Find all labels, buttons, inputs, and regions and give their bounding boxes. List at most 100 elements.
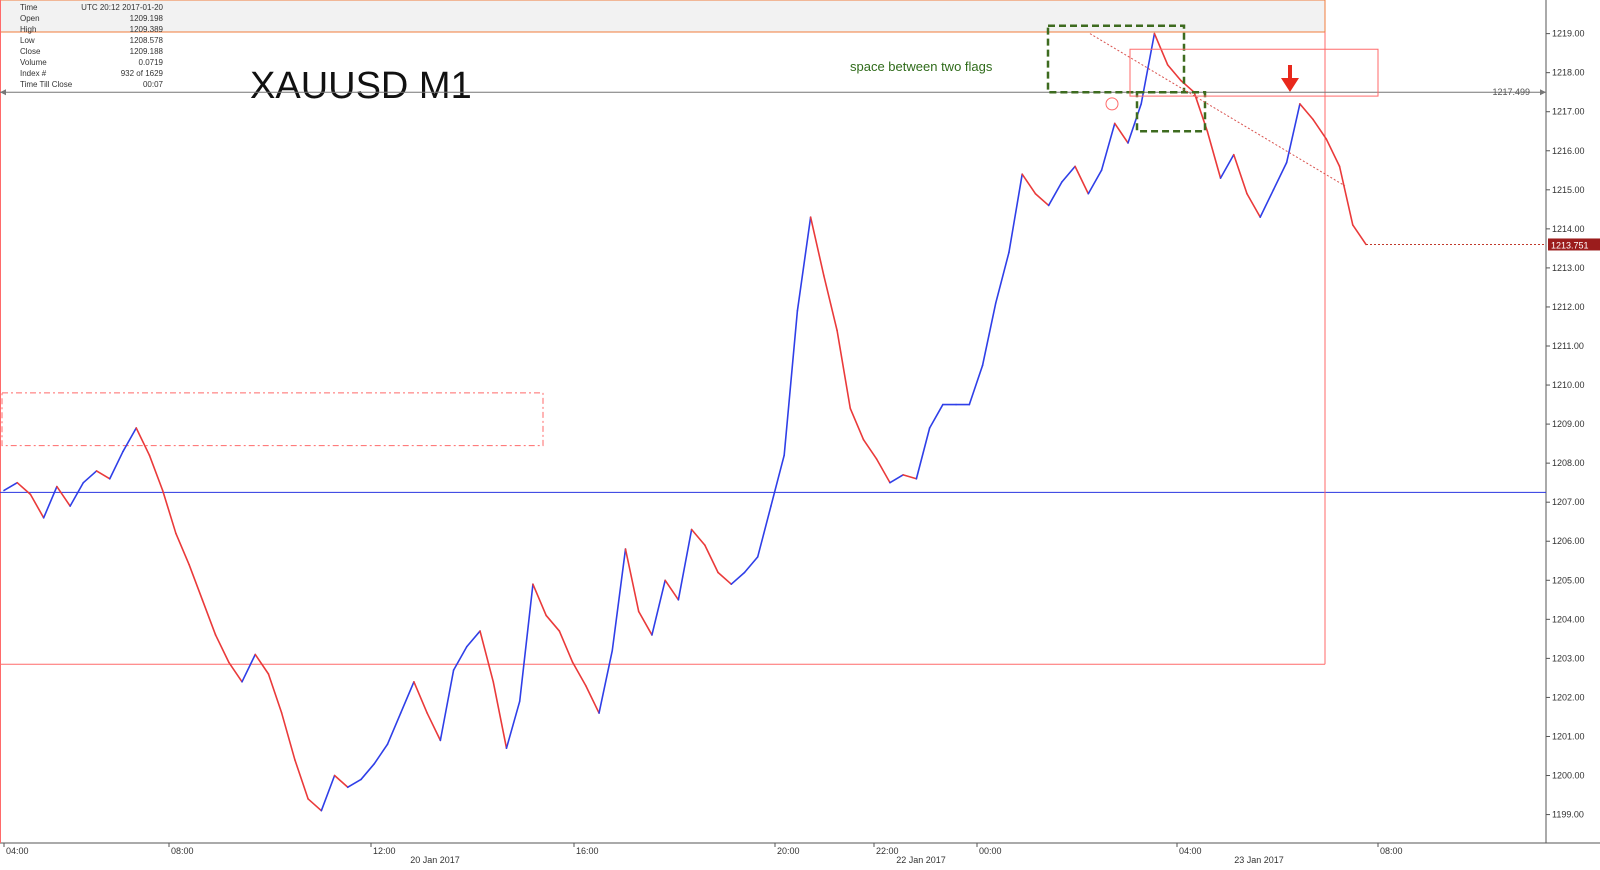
info-panel-background: [0, 0, 1326, 33]
price-segment: [148, 454, 164, 492]
price-segment: [677, 528, 693, 601]
price-segment: [981, 302, 997, 367]
annotation-layer: [1046, 24, 1379, 187]
price-segment: [426, 712, 442, 742]
price-segment: [505, 700, 521, 749]
price-segment: [598, 649, 614, 714]
price-tick-label: 1206.00: [1552, 536, 1585, 546]
price-segment: [756, 505, 772, 558]
price-segment: [1272, 161, 1288, 191]
price-tick-label: 1214.00: [1552, 224, 1585, 234]
price-segment: [1074, 165, 1090, 195]
info-label: Low: [20, 36, 35, 45]
price-segment: [479, 630, 495, 683]
price-segment: [254, 653, 270, 675]
info-label: High: [20, 25, 36, 34]
price-segment: [188, 563, 204, 601]
price-tick-label: 1207.00: [1552, 497, 1585, 507]
price-segment: [1061, 165, 1076, 183]
price-segment: [1325, 138, 1341, 168]
price-segment: [201, 599, 217, 636]
price-tick-label: 1210.00: [1552, 380, 1585, 390]
price-segment: [849, 407, 865, 441]
descending-trendline: [1089, 33, 1346, 187]
price-segment: [3, 481, 19, 492]
price-segment: [690, 528, 706, 546]
price-segment: [862, 438, 878, 461]
price-segment: [836, 329, 852, 410]
price-segment: [902, 474, 918, 480]
price-tick-label: 1213.00: [1552, 263, 1585, 273]
time-tick-label: 16:00: [576, 846, 599, 856]
price-segment: [175, 532, 190, 566]
horizontal-line-left-arrow: [0, 89, 6, 96]
price-segment: [56, 485, 71, 507]
price-segment: [928, 403, 944, 429]
price-segment: [651, 579, 666, 636]
time-tick-label: 20:00: [777, 846, 800, 856]
price-segment: [320, 774, 336, 812]
price-tick-label: 1209.00: [1552, 419, 1585, 429]
info-value: 00:07: [143, 80, 164, 89]
price-segment: [42, 485, 58, 519]
price-segment: [294, 759, 309, 800]
price-segment: [1166, 64, 1182, 82]
price-segment: [1299, 103, 1314, 121]
price-tick-label: 1205.00: [1552, 575, 1585, 585]
price-segment: [770, 454, 785, 507]
price-segment: [82, 470, 98, 484]
price-segment: [994, 251, 1010, 304]
price-segment: [135, 427, 151, 457]
price-segment: [280, 712, 296, 761]
price-segment: [122, 427, 138, 453]
info-value: 1208.578: [130, 36, 164, 45]
price-segment: [743, 556, 759, 574]
horizontal-line-label: 1217.499: [1492, 87, 1530, 97]
price-tick-label: 1218.00: [1552, 68, 1585, 78]
price-segment: [69, 481, 85, 507]
date-label: 20 Jan 2017: [410, 855, 460, 865]
price-tick-label: 1202.00: [1552, 692, 1585, 702]
price-tick-label: 1211.00: [1552, 341, 1584, 351]
price-segment: [360, 763, 376, 781]
price-segment: [1034, 192, 1050, 207]
price-segment: [783, 310, 799, 457]
levels-layer: 1217.499: [0, 32, 1546, 665]
info-value: UTC 20:12 2017-01-20: [81, 3, 163, 12]
price-tick-label: 1216.00: [1552, 146, 1585, 156]
price-segment: [624, 548, 640, 613]
info-value: 1209.198: [130, 14, 164, 23]
info-label: Time Till Close: [20, 80, 73, 89]
price-tick-label: 1199.00: [1552, 810, 1584, 820]
price-segment: [161, 489, 177, 535]
price-segment: [108, 450, 124, 480]
annotation-text: space between two flags: [850, 59, 993, 74]
price-segment: [466, 630, 481, 648]
second-flag-box: [1135, 90, 1207, 133]
price-segment: [1113, 122, 1129, 144]
price-segment: [1285, 103, 1301, 164]
price-segment: [1246, 192, 1262, 218]
price-segment: [1338, 165, 1354, 226]
price-segment: [373, 743, 389, 765]
price-segment: [347, 778, 362, 789]
price-segment: [717, 571, 733, 585]
price-segment: [968, 364, 984, 406]
price-tick-label: 1208.00: [1552, 458, 1585, 468]
horizontal-line-right-arrow: [1540, 89, 1546, 96]
price-segment: [16, 481, 32, 496]
price-segment: [413, 681, 428, 714]
chart-title: XAUUSD M1: [250, 65, 472, 107]
time-tick-label: 08:00: [1380, 846, 1403, 856]
price-segment: [29, 493, 45, 519]
price-segment: [532, 583, 547, 617]
price-segment: [1047, 181, 1063, 207]
price-segment: [611, 548, 627, 652]
info-value: 1209.389: [130, 25, 164, 34]
price-segment: [241, 653, 257, 683]
supply-zone-box: [1129, 48, 1379, 97]
current-price-label: 1213.751: [1551, 240, 1589, 250]
price-segment: [558, 630, 574, 664]
info-label: Index #: [20, 69, 47, 78]
current-price-badge: [1548, 238, 1600, 251]
